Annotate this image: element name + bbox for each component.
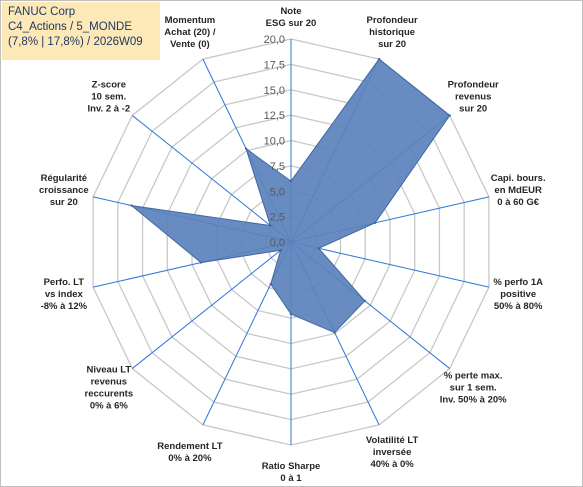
- company-name: FANUC Corp: [8, 6, 76, 18]
- axis-label: % perte max. sur 1 sem. Inv. 50% à 20%: [440, 370, 507, 405]
- data-point: [289, 312, 293, 316]
- data-point: [269, 282, 272, 286]
- axis-label: Régularité croissance sur 20: [39, 173, 89, 208]
- axis-label: Momentum Achat (20) / Vente (0): [164, 15, 216, 50]
- axis-label: Profondeur historique sur 20: [366, 15, 417, 50]
- chart-title-box: FANUC Corp C4_Actions / 5_MONDE (7,8% | …: [2, 2, 160, 60]
- data-point: [373, 221, 377, 225]
- tick-label: 5,0: [270, 186, 285, 198]
- axis-label: Rendement LT 0% à 20%: [157, 441, 222, 464]
- axis-label: Z-score 10 sem. Inv. 2 à -2: [88, 80, 131, 115]
- axis-spoke: [290, 241, 490, 288]
- tick-label: 15,0: [264, 85, 285, 97]
- data-point: [279, 249, 282, 252]
- data-point: [199, 261, 203, 264]
- data-point: [269, 224, 272, 227]
- data-point: [244, 147, 248, 150]
- data-point: [377, 57, 381, 61]
- axis-label: Profondeur revenus sur 20: [448, 80, 499, 115]
- axis-label: Note ESG sur 20: [266, 6, 317, 29]
- tick-label: 7,5: [270, 161, 285, 173]
- axis-spoke: [131, 115, 292, 243]
- tick-label: 20,0: [264, 34, 285, 46]
- data-point: [289, 179, 293, 183]
- axis-label: Niveau LT revenus reccurents 0% à 6%: [85, 364, 134, 411]
- data-point: [130, 204, 133, 207]
- axis-label: % perfo 1A positive 50% à 80%: [493, 277, 543, 312]
- tick-label: 0,0: [270, 237, 285, 249]
- performance-week: (7,8% | 17,8%) / 2026W09: [8, 36, 143, 48]
- axis-label: Perfo. LT vs index -8% à 12%: [41, 277, 88, 312]
- axis-label: Volatilité LT inversée 40% à 0%: [366, 435, 419, 470]
- data-point: [448, 114, 451, 117]
- tick-label: 12,5: [264, 110, 285, 122]
- radar-series: [129, 57, 451, 334]
- data-point: [333, 331, 336, 334]
- axis-label: Capi. bours. en MdEUR 0 à 60 G€: [491, 173, 546, 208]
- axis-label: Ratio Sharpe 0 à 1: [262, 461, 321, 484]
- tick-label: 2,5: [270, 212, 285, 224]
- tick-label: 17,5: [264, 59, 285, 71]
- axis-spoke: [131, 241, 292, 369]
- tick-label: 10,0: [264, 136, 285, 148]
- portfolio-path: C4_Actions / 5_MONDE: [8, 21, 132, 33]
- radial-tick-labels: 0,0 2,5 5,0 7,5 10,0 12,5 15,0 17,5 20,0: [264, 34, 285, 249]
- data-point: [317, 247, 320, 250]
- axis-category-labels: Note ESG sur 20 Profondeur historique sur 20…: [39, 6, 546, 484]
- data-point: [363, 299, 367, 303]
